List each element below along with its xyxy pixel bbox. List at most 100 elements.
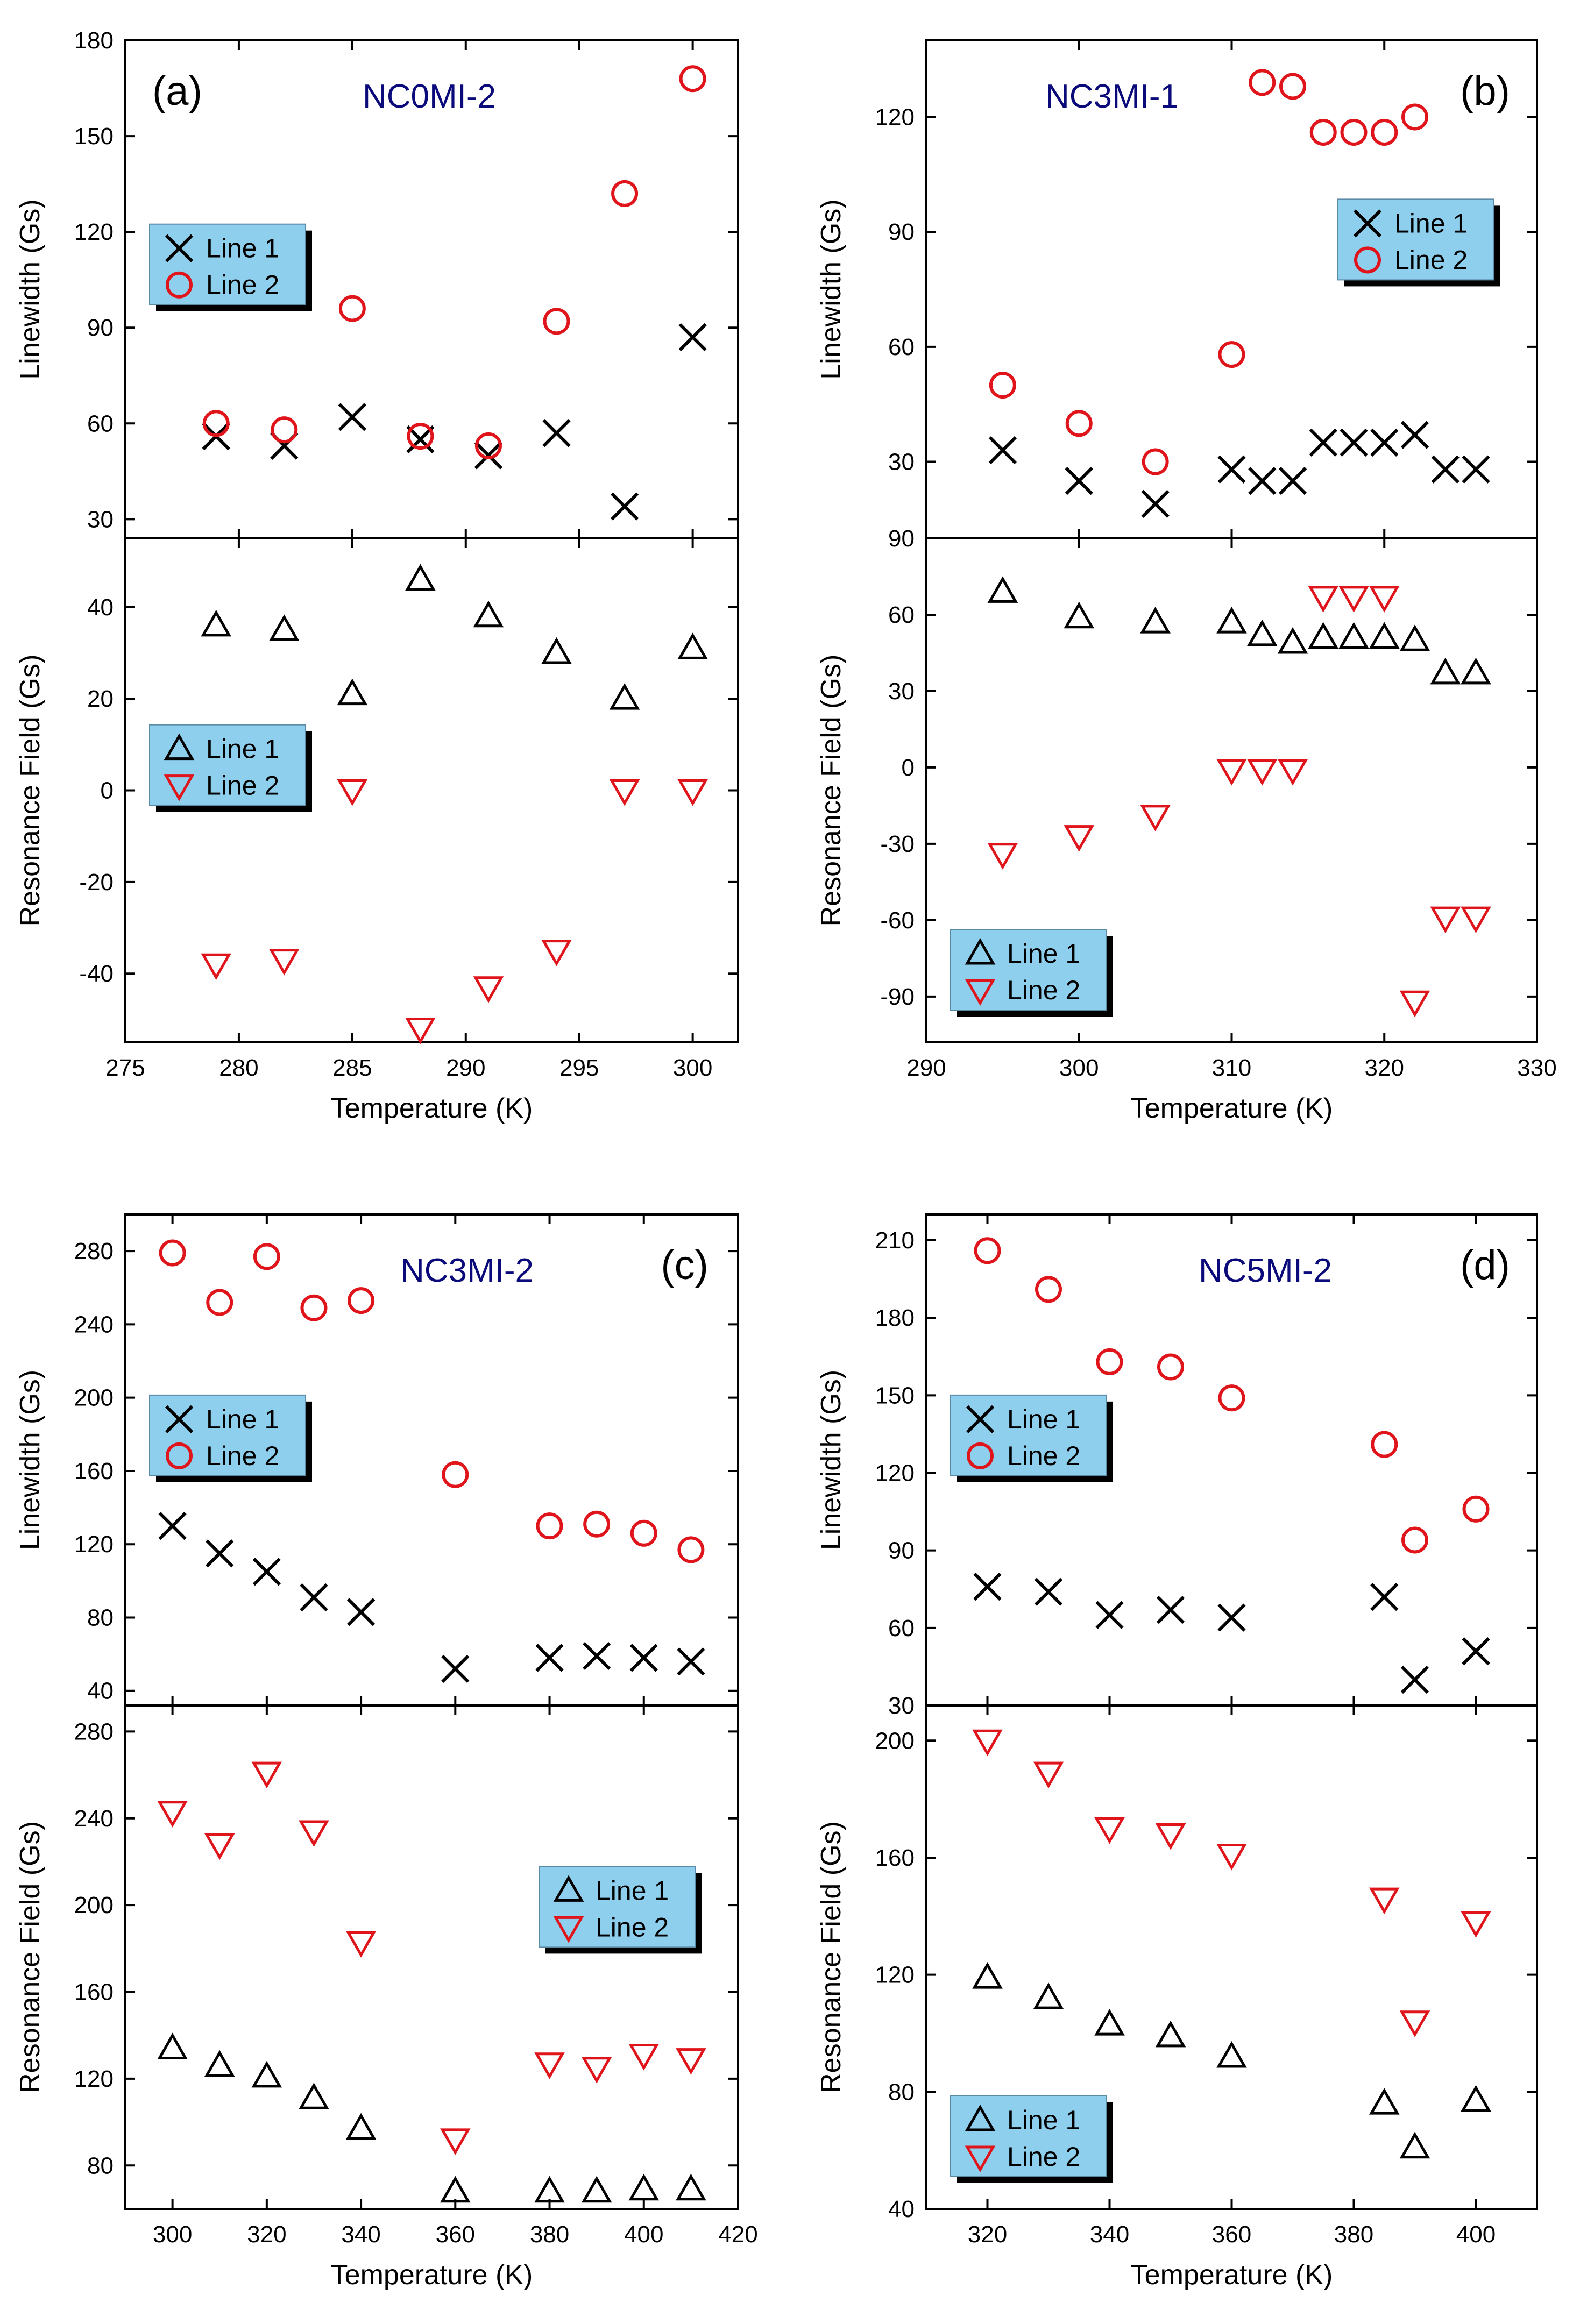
legend-marker-line1 — [165, 1405, 194, 1433]
y-tick-label: 80 — [87, 1604, 114, 1631]
data-point-line1 — [338, 403, 366, 431]
legend-d-top: Line 1 Line 2 — [950, 1394, 1113, 1482]
data-point-line1 — [1216, 607, 1247, 634]
data-point-line2 — [676, 2048, 706, 2075]
legend-marker-line1 — [966, 1405, 995, 1433]
y-axis-title: Resonance Field (Gs) — [15, 1821, 46, 2093]
data-point-line2 — [407, 423, 434, 450]
data-point-line2 — [581, 2057, 612, 2084]
plot-frame-c-bottom — [124, 1704, 739, 2210]
data-point-line2 — [630, 1519, 657, 1547]
data-point-line2 — [1142, 448, 1169, 475]
data-point-line2 — [201, 953, 232, 980]
y-tick-label: 90 — [888, 219, 915, 245]
x-tick-label: 360 — [1212, 2221, 1251, 2248]
y-tick-label: -30 — [880, 831, 915, 857]
data-point-line2 — [1401, 103, 1428, 131]
data-point-line1 — [1140, 607, 1171, 634]
data-point-line2 — [1399, 990, 1430, 1018]
data-point-line2 — [1309, 118, 1337, 146]
y-tick-label: 0 — [101, 778, 114, 804]
data-point-line2 — [534, 2052, 565, 2079]
data-point-line2 — [987, 843, 1018, 870]
data-point-line2 — [1157, 1353, 1184, 1381]
legend-a-bottom: Line 1 Line 2 — [149, 724, 312, 812]
data-point-line2 — [1430, 906, 1461, 934]
legend-label: Line 1 — [206, 734, 279, 764]
y-tick-label: 60 — [888, 602, 915, 628]
legend-label: Line 1 — [1007, 939, 1080, 969]
y-tick-label: 30 — [888, 449, 915, 475]
data-point-line1 — [474, 441, 503, 470]
data-point-line1 — [1155, 2020, 1186, 2048]
data-point-line1 — [1095, 1601, 1124, 1629]
y-tick-label: 180 — [74, 27, 114, 54]
data-point-line1 — [1248, 467, 1277, 495]
data-point-line1 — [610, 492, 639, 521]
y-tick-label: 200 — [74, 1385, 114, 1411]
y-tick-label: 160 — [74, 1458, 114, 1484]
data-point-line1 — [628, 2173, 660, 2201]
legend-box — [149, 1394, 306, 1476]
data-point-line2 — [972, 1729, 1003, 1757]
data-point-line1 — [1461, 2085, 1491, 2112]
data-point-line1 — [1033, 1982, 1064, 2009]
x-tick-label: 340 — [341, 2221, 380, 2248]
sample-name: NC5MI-2 — [1199, 1252, 1332, 1289]
data-point-line1 — [1370, 1583, 1399, 1611]
panel-letter: (a) — [152, 68, 202, 114]
data-point-line2 — [1279, 73, 1306, 100]
data-point-line2 — [1461, 906, 1491, 934]
x-axis-title: Temperature (K) — [331, 1093, 533, 1124]
legend-marker-line2 — [553, 1916, 584, 1943]
data-point-line2 — [442, 1461, 469, 1488]
legend-marker-line1 — [165, 234, 194, 262]
data-point-line1 — [1430, 657, 1461, 685]
data-point-line1 — [676, 2173, 706, 2201]
data-point-line2 — [253, 1243, 280, 1270]
x-tick-label: 285 — [332, 1055, 372, 1081]
data-point-line1 — [583, 1641, 611, 1671]
data-point-line2 — [609, 779, 640, 806]
data-point-line1 — [1156, 1596, 1185, 1624]
y-tick-label: 20 — [87, 686, 114, 712]
data-point-line2 — [543, 308, 570, 335]
x-tick-label: 310 — [1212, 1055, 1251, 1081]
legend-box — [950, 1394, 1107, 1476]
legend-c-top: Line 1 Line 2 — [149, 1394, 312, 1482]
y-tick-label: 280 — [74, 1238, 114, 1264]
y-tick-label: -40 — [79, 961, 114, 987]
x-tick-label: 295 — [559, 1055, 599, 1081]
data-point-line2 — [1035, 1276, 1062, 1303]
data-point-line1 — [346, 1598, 376, 1626]
y-tick-label: -20 — [79, 869, 114, 896]
data-point-line1 — [268, 614, 300, 641]
data-point-line2 — [1369, 1887, 1400, 1915]
y-tick-label: 120 — [875, 1962, 915, 1988]
y-tick-label: 30 — [888, 678, 915, 705]
data-point-line1 — [1216, 2041, 1247, 2068]
legend-label: Line 1 — [1007, 1404, 1080, 1434]
legend-label: Line 2 — [1007, 2142, 1080, 2172]
data-point-line1 — [1308, 622, 1339, 649]
y-axis-title: Linewidth (Gs) — [15, 199, 46, 379]
data-point-line2 — [1308, 586, 1339, 613]
y-tick-label: 150 — [74, 123, 114, 150]
x-tick-label: 300 — [153, 2221, 192, 2248]
data-point-line2 — [1216, 1844, 1247, 1871]
data-point-line1 — [1309, 428, 1337, 457]
data-point-line1 — [158, 1512, 187, 1540]
data-point-line1 — [678, 323, 707, 352]
legend-label: Line 2 — [1007, 1441, 1080, 1471]
data-point-line1 — [204, 2050, 235, 2077]
y-tick-label: 30 — [888, 1693, 915, 1719]
panel-c-bottom: 80 120 160 200 240 280 300 320 340 360 380 400 420 Re… — [15, 1704, 758, 2248]
x-tick-label: 380 — [530, 2221, 569, 2248]
x-axis-title: Temperature (K) — [331, 2259, 533, 2291]
x-tick-label: 290 — [906, 1055, 946, 1081]
data-point-line2 — [337, 779, 368, 806]
y-axis-title: Resonance Field (Gs) — [816, 1821, 847, 2093]
legend-marker-line2 — [967, 1442, 994, 1469]
legend-label: Line 1 — [206, 233, 279, 264]
